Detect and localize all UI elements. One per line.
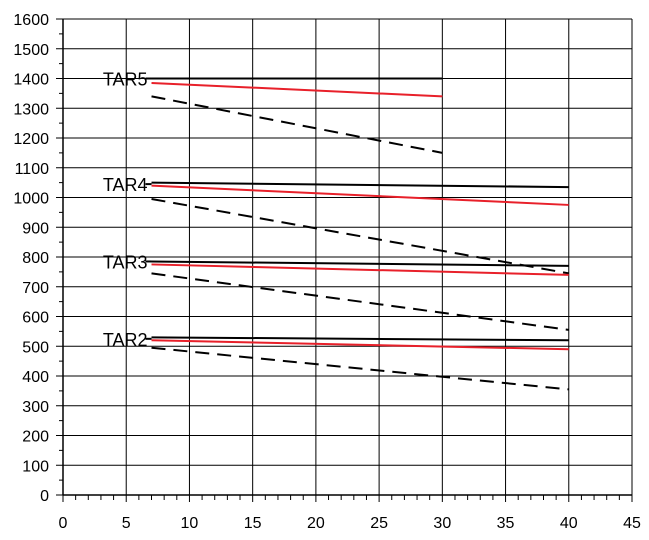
y-tick-labels: 0 100 200 300 400 500 600 700 800 900 1000 1100 1200… bbox=[13, 12, 49, 505]
x-tick-label: 20 bbox=[307, 515, 325, 532]
y-tick-label: 300 bbox=[22, 399, 49, 416]
series-lines bbox=[151, 77, 569, 391]
y-tick-label: 1500 bbox=[13, 42, 49, 59]
x-tick-label: 40 bbox=[560, 515, 578, 532]
y-tick-label: 200 bbox=[22, 429, 49, 446]
series-line-tar4-solid-red bbox=[151, 184, 569, 206]
x-tick-label: 25 bbox=[370, 515, 388, 532]
series-line-tar5-dashed-black bbox=[151, 95, 443, 154]
series-line-tar3-dashed-black bbox=[151, 272, 569, 331]
x-tick-label: 0 bbox=[59, 515, 68, 532]
group-label-tar2: TAR2 bbox=[103, 330, 148, 350]
series-line-tar2-solid-black bbox=[151, 336, 569, 342]
y-tick-label: 0 bbox=[40, 488, 49, 505]
group-label-tar4: TAR4 bbox=[103, 175, 148, 195]
x-tick-label: 35 bbox=[497, 515, 515, 532]
y-tick-label: 400 bbox=[22, 369, 49, 386]
x-tick-label: 5 bbox=[122, 515, 131, 532]
series-line-tar3-solid-black bbox=[151, 260, 569, 267]
group-labels: TAR5 TAR4 TAR3 TAR2 bbox=[103, 70, 152, 350]
y-tick-label: 700 bbox=[22, 280, 49, 297]
axes bbox=[56, 18, 633, 502]
series-line-tar3-solid-red bbox=[151, 263, 569, 276]
y-tick-label: 500 bbox=[22, 339, 49, 356]
x-tick-label: 15 bbox=[244, 515, 262, 532]
y-tick-label: 900 bbox=[22, 220, 49, 237]
x-tick-label: 30 bbox=[433, 515, 451, 532]
series-line-tar2-dashed-black bbox=[151, 346, 569, 391]
x-tick-label: 10 bbox=[181, 515, 199, 532]
grid-lines bbox=[63, 18, 633, 495]
y-tick-label: 100 bbox=[22, 458, 49, 475]
series-line-tar4-dashed-black bbox=[151, 198, 569, 275]
x-tick-labels: 0 5 10 15 20 25 30 35 40 45 bbox=[59, 515, 641, 532]
x-tick-label: 45 bbox=[623, 515, 641, 532]
y-tick-label: 1400 bbox=[13, 72, 49, 89]
y-tick-label: 1300 bbox=[13, 101, 49, 118]
y-tick-label: 800 bbox=[22, 250, 49, 267]
series-line-tar2-solid-red bbox=[151, 339, 569, 351]
minor-ticks bbox=[59, 33, 620, 500]
series-line-tar4-solid-black bbox=[151, 181, 569, 189]
y-tick-label: 1600 bbox=[13, 12, 49, 29]
group-label-tar5: TAR5 bbox=[103, 70, 148, 90]
y-tick-label: 1100 bbox=[15, 161, 50, 178]
y-tick-label: 1200 bbox=[13, 131, 49, 148]
y-tick-label: 1000 bbox=[13, 191, 49, 208]
y-tick-label: 600 bbox=[22, 310, 49, 327]
group-label-tar3: TAR3 bbox=[103, 252, 148, 272]
series-line-tar5-solid-red bbox=[151, 81, 443, 98]
